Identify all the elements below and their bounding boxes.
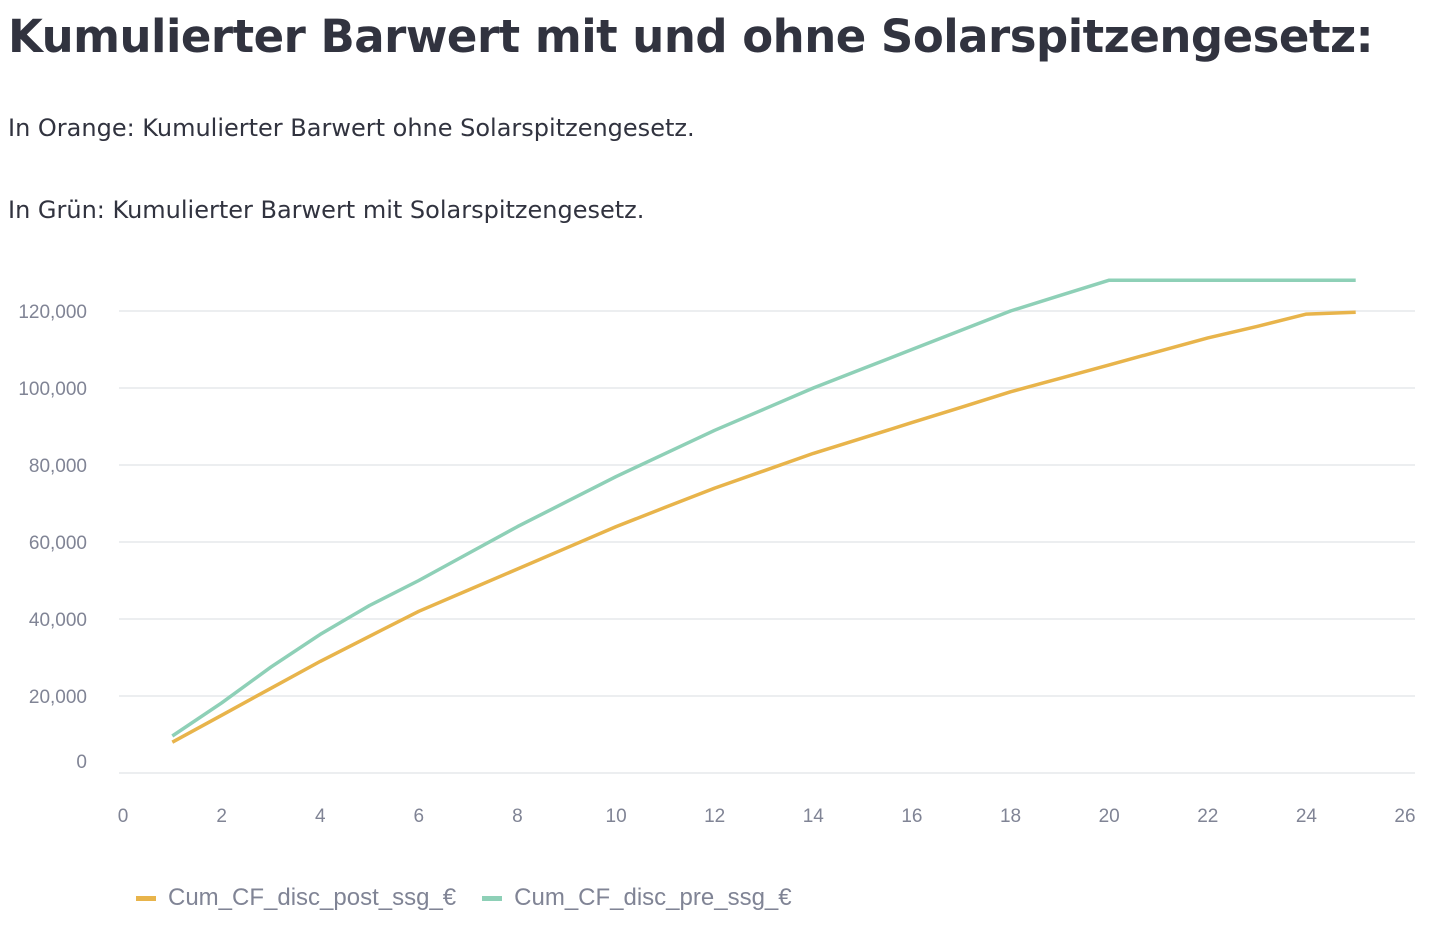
legend-swatch-pre [482,895,503,901]
x-tick-label: 0 [118,806,129,827]
description-orange: In Orange: Kumulierter Barwert ohne Sola… [8,114,695,142]
x-tick-label: 14 [803,806,825,827]
series-line-1 [171,278,1356,738]
x-tick-label: 20 [1099,806,1120,827]
y-tick-label: 80,000 [29,456,87,477]
legend-label-pre: Cum_CF_disc_pre_ssg_€ [514,884,792,911]
x-tick-label: 22 [1197,806,1218,827]
y-tick-label: 0 [76,752,87,773]
series-line-0 [171,310,1356,744]
y-tick-label: 100,000 [18,379,87,400]
x-tick-label: 26 [1394,806,1415,827]
x-tick-label: 24 [1296,806,1318,827]
y-tick-label: 60,000 [29,533,87,554]
legend-label-post: Cum_CF_disc_post_ssg_€ [168,884,457,911]
legend: Cum_CF_disc_post_ssg_€ Cum_CF_disc_pre_s… [136,884,792,912]
x-tick-label: 4 [315,806,326,827]
y-tick-label: 20,000 [29,687,87,708]
y-tick-label: 120,000 [18,302,87,323]
x-tick-label: 6 [414,806,425,827]
legend-item-pre[interactable]: Cum_CF_disc_pre_ssg_€ [482,884,792,912]
page-title: Kumulierter Barwert mit und ohne Solarsp… [8,10,1374,63]
x-tick-label: 18 [1000,806,1021,827]
y-tick-label: 40,000 [29,610,87,631]
x-tick-label: 2 [216,806,227,827]
description-green: In Grün: Kumulierter Barwert mit Solarsp… [8,196,645,224]
x-tick-label: 10 [606,806,627,827]
legend-item-post[interactable]: Cum_CF_disc_post_ssg_€ [136,884,456,912]
x-tick-label: 16 [901,806,922,827]
x-tick-label: 12 [704,806,725,827]
legend-swatch-post [136,895,156,901]
x-tick-label: 8 [512,806,523,827]
